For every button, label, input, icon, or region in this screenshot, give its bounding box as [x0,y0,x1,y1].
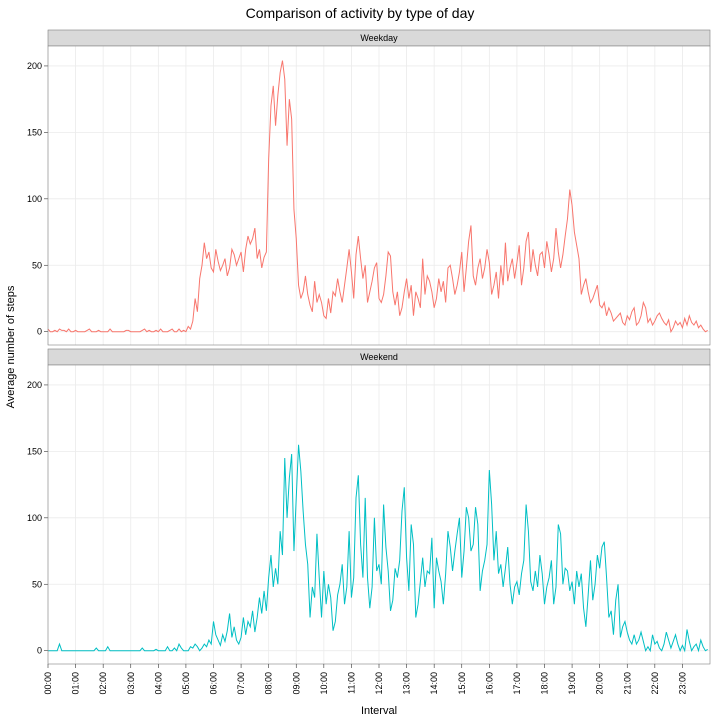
x-tick-label: 00:00 [43,672,53,695]
facet-label: Weekend [360,352,398,362]
chart-title: Comparison of activity by type of day [246,5,475,21]
y-tick-label: 0 [37,327,42,337]
x-tick-label: 17:00 [512,672,522,695]
x-tick-label: 22:00 [650,672,660,695]
y-tick-label: 200 [27,61,42,71]
x-tick-label: 18:00 [540,672,550,695]
y-tick-label: 0 [37,646,42,656]
x-tick-label: 11:00 [346,672,356,694]
x-tick-label: 10:00 [319,672,329,695]
chart-container: Comparison of activity by type of day Ave… [0,0,720,720]
x-tick-label: 08:00 [264,672,274,695]
x-tick-label: 01:00 [71,672,81,695]
y-tick-label: 150 [27,446,42,456]
x-tick-label: 07:00 [236,672,246,695]
x-axis-label: Interval [361,705,397,717]
y-tick-label: 100 [27,513,42,523]
x-tick-label: 20:00 [595,672,605,695]
x-tick-label: 04:00 [153,672,163,695]
y-tick-label: 50 [32,579,42,589]
y-tick-label: 50 [32,260,42,270]
facet-label: Weekday [360,33,398,43]
x-tick-label: 23:00 [677,672,687,695]
x-tick-label: 13:00 [402,672,412,695]
activity-chart: Comparison of activity by type of day Ave… [0,0,720,720]
y-tick-label: 200 [27,380,42,390]
x-tick-label: 02:00 [98,672,108,695]
x-tick-label: 09:00 [291,672,301,695]
x-tick-label: 15:00 [457,672,467,695]
y-tick-label: 150 [27,127,42,137]
x-tick-label: 12:00 [374,672,384,695]
x-tick-label: 06:00 [209,672,219,695]
x-tick-label: 14:00 [429,672,439,695]
x-tick-label: 05:00 [181,672,191,695]
x-tick-label: 03:00 [126,672,136,695]
x-tick-label: 21:00 [622,672,632,695]
y-axis-label: Average number of steps [5,285,17,408]
x-tick-label: 16:00 [484,672,494,695]
y-tick-label: 100 [27,194,42,204]
x-tick-label: 19:00 [567,672,577,695]
